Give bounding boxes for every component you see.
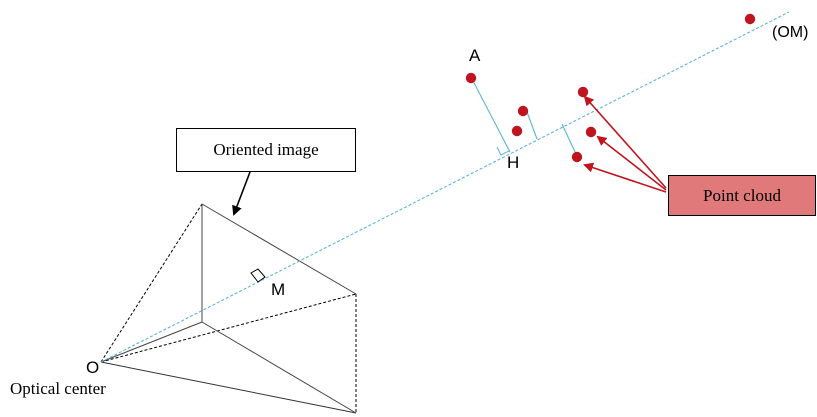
cloud-point [585,126,597,138]
cloud-point [571,151,583,163]
point-m-label: M [271,280,286,299]
cloud-point [517,105,529,117]
cloud-point [744,13,756,25]
point-cloud-label: Point cloud [668,175,816,216]
point-cloud-arrows [583,95,667,193]
arrow-to-point-1 [583,95,667,189]
frustum-edge-top [100,203,203,363]
point-o-label: O [86,358,100,377]
line-om-label: (OM) [772,24,809,41]
frustum-edge-inner [100,321,203,363]
point-a-label: A [469,46,481,65]
arrow-to-point-3 [583,162,667,193]
arrow-to-image [232,171,251,216]
ray-om [100,11,790,363]
projection-a-h [471,78,511,153]
point-a [465,72,477,84]
optical-center-label: Optical center [10,379,106,398]
cloud-point [511,125,523,137]
frustum-edge-bottom [100,361,357,414]
point-cloud-points [465,13,756,163]
right-angle-h [496,146,510,156]
frustum [100,203,357,414]
oriented-image-label: Oriented image [176,128,356,172]
cloud-point [577,86,589,98]
arrow-to-point-2 [596,135,667,191]
point-h-label: H [507,153,520,172]
image-plane-bottom [201,321,357,414]
frustum-edge-right [100,293,357,363]
projection-p3 [561,123,577,155]
projection-p2 [526,111,538,140]
image-plane-top [201,203,357,295]
pixel-m-marker [250,268,266,283]
